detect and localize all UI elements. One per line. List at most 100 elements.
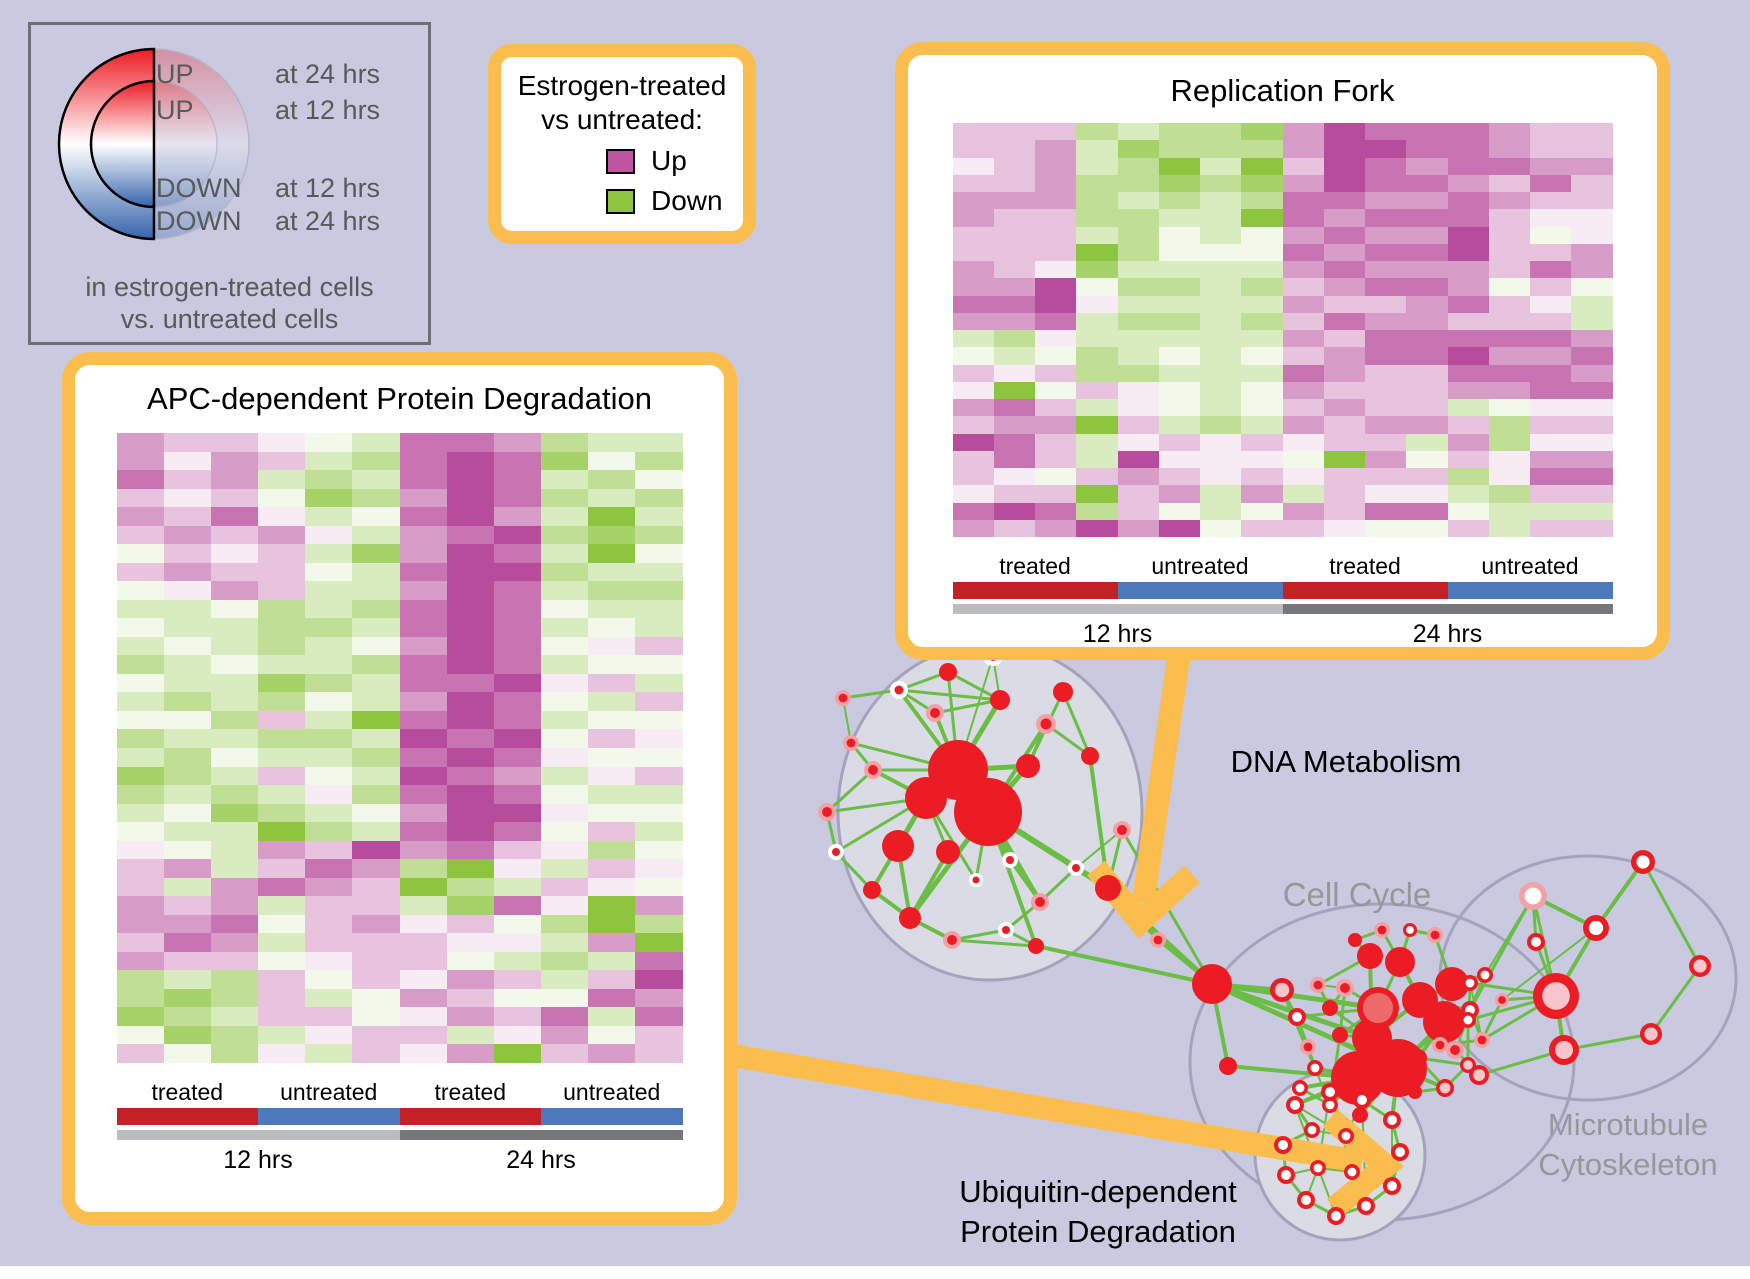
heat-cell <box>1117 485 1159 503</box>
heat-cell <box>1241 399 1283 417</box>
heat-cell <box>399 470 447 489</box>
heat-cell <box>1117 330 1159 348</box>
heat-cell <box>635 896 683 915</box>
heat-cell <box>352 988 400 1008</box>
heat-cell <box>1488 416 1530 434</box>
microtubule-label: Microtubule Cytoskeleton <box>1538 1107 1717 1182</box>
heat-cell <box>258 692 306 711</box>
heat-cell <box>635 951 683 971</box>
heat-cell <box>305 896 353 915</box>
heat-cell <box>446 581 494 600</box>
heat-cell <box>588 914 636 934</box>
heat-cell <box>1158 192 1200 210</box>
heat-cell <box>1241 381 1283 399</box>
heat-cell <box>1323 450 1365 468</box>
heat-cell <box>399 747 447 767</box>
heat-cell <box>258 562 306 582</box>
heat-cell <box>588 636 636 656</box>
heat-cell <box>493 710 541 730</box>
heat-cell <box>493 988 541 1008</box>
gene-node-s <box>1352 1107 1368 1123</box>
heat-cell <box>1035 433 1077 451</box>
heat-cell <box>163 433 211 452</box>
heat-cell <box>1282 226 1324 244</box>
heat-cell <box>493 951 541 971</box>
heat-cell <box>1530 192 1572 210</box>
heat-cell <box>116 636 164 656</box>
heat-cell <box>163 544 211 563</box>
heat-cell <box>588 1007 636 1026</box>
heat-cell <box>1406 347 1448 365</box>
heat-cell <box>116 951 164 971</box>
ring-legend-footer-2: vs. untreated cells <box>120 304 339 334</box>
heat-cell <box>210 896 258 915</box>
heat-cell <box>1323 192 1365 210</box>
heat-cell <box>210 822 258 841</box>
gene-node-s <box>1028 938 1044 954</box>
heat-cell <box>588 562 636 582</box>
gene-node-s <box>905 777 947 819</box>
gene-node-pr <box>822 807 832 817</box>
heat-cell <box>446 470 494 489</box>
heat-cell <box>1530 450 1572 468</box>
heat-cell <box>399 951 447 971</box>
heat-cell <box>1282 295 1324 313</box>
heat-cell <box>399 1025 447 1045</box>
heat-cell <box>446 933 494 952</box>
heat-cell <box>493 581 541 600</box>
heat-cell <box>1241 433 1283 451</box>
down-12-word: DOWN <box>156 173 242 203</box>
heat-cell <box>541 451 589 471</box>
heat-cell <box>258 470 306 489</box>
heat-cell <box>1365 192 1407 210</box>
heat-cell <box>1571 468 1613 486</box>
heat-cell <box>1530 157 1572 175</box>
heat-cell <box>210 581 258 600</box>
heat-cell <box>163 599 211 619</box>
heat-cell <box>635 933 683 952</box>
heat-cell <box>588 877 636 897</box>
heat-cell <box>1447 468 1489 486</box>
heat-cell <box>588 618 636 637</box>
heat-cell <box>116 747 164 767</box>
heat-cell <box>1406 364 1448 382</box>
heat-cell <box>993 416 1035 434</box>
heat-cell <box>1241 468 1283 486</box>
heat-cell <box>1447 519 1489 537</box>
network-edge <box>1484 895 1534 976</box>
gene-node-s <box>1423 1001 1465 1043</box>
heat-cell <box>952 330 994 348</box>
heat-cell <box>446 673 494 693</box>
heat-cell <box>399 562 447 582</box>
heat-cell <box>258 544 306 563</box>
heat-cell <box>446 840 494 860</box>
heat-cell <box>163 488 211 508</box>
heat-cell <box>635 859 683 878</box>
heat-cell <box>1200 312 1242 330</box>
heat-cell <box>1447 485 1489 503</box>
heat-cell <box>116 581 164 600</box>
heat-cell <box>210 840 258 860</box>
heat-cell <box>541 581 589 600</box>
heat-cell <box>116 914 164 934</box>
heat-cell <box>446 970 494 989</box>
gene-node-dw <box>1361 1201 1371 1211</box>
heat-cell <box>210 433 258 452</box>
heat-cell <box>1241 502 1283 520</box>
heat-cell <box>493 1044 541 1063</box>
heat-cell <box>116 451 164 471</box>
heat-cell <box>993 192 1035 210</box>
heat-cell <box>1488 140 1530 158</box>
heat-cell <box>116 525 164 545</box>
heat-cell <box>1530 468 1572 486</box>
heat-cell <box>541 822 589 841</box>
heat-cell <box>1282 364 1324 382</box>
gene-node-pr <box>1303 1042 1313 1052</box>
heat-cell <box>1117 140 1159 158</box>
heat-cell <box>163 840 211 860</box>
heat-cell <box>1488 295 1530 313</box>
heat-cell <box>1241 416 1283 434</box>
heat-cell <box>210 655 258 674</box>
heat-cell <box>1365 174 1407 192</box>
heat-cell <box>305 933 353 952</box>
